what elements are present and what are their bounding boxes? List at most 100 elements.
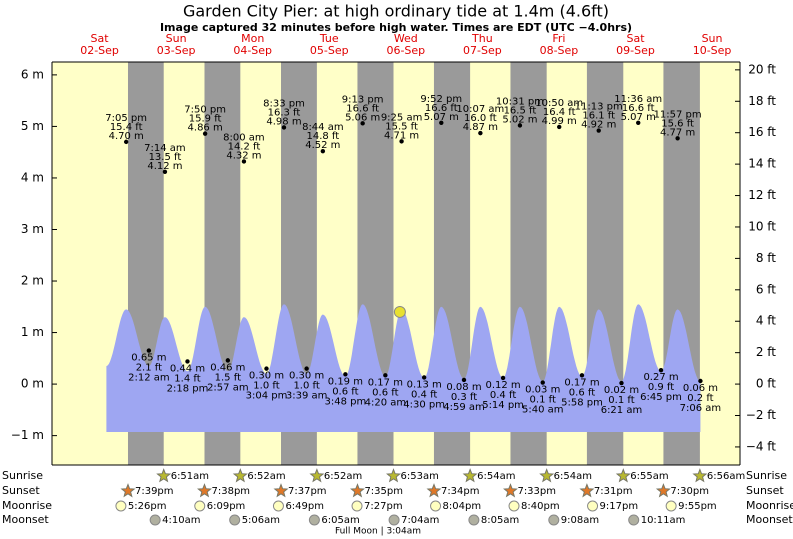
day-name: Sat (91, 32, 110, 45)
tide-label: 4:30 pm (403, 399, 445, 410)
tide-label: 7:06 am (680, 403, 722, 414)
sunrise-time: 6:52am (247, 471, 285, 482)
tide-point (500, 375, 506, 381)
moonset-icon (468, 514, 480, 526)
moonrise-icon (272, 500, 284, 512)
tide-label: 0.6 ft (372, 387, 398, 398)
tide-label: 0.6 ft (332, 386, 358, 397)
day-date: 10-Sep (693, 44, 732, 57)
day-name: Fri (552, 32, 565, 45)
sun-icon (156, 468, 172, 483)
chart-subtitle: Image captured 32 minutes before high wa… (160, 21, 632, 34)
sun-icon (579, 483, 595, 498)
tide-label: 11:57 pm (654, 109, 702, 120)
row-label: Moonrise (746, 499, 793, 512)
y2-tick-label: 2 ft (756, 345, 776, 359)
tide-label: 1.0 ft (293, 381, 319, 392)
tide-point (399, 139, 404, 144)
y2-tick-label: 20 ft (748, 62, 776, 76)
tide-label: 5.07 m (621, 112, 656, 123)
tide-label: 4.99 m (542, 116, 577, 127)
day-date: 03-Sep (157, 44, 196, 57)
day-date: 09-Sep (616, 44, 655, 57)
sun-icon (273, 483, 289, 498)
row-label: Sunrise (2, 469, 43, 482)
sun-icon (197, 483, 212, 498)
tide-label: 0.03 m (525, 385, 560, 396)
tide-label: 1.0 ft (253, 381, 279, 392)
sunrise-time: 6:51am (171, 471, 209, 482)
y2-tick-label: 0 ft (756, 377, 776, 391)
tide-label: 4.71 m (384, 130, 419, 141)
day-date: 07-Sep (463, 44, 502, 57)
tide-label: 2:18 pm (167, 383, 209, 394)
y-tick-label: −1 m (11, 428, 44, 442)
sun-icon (232, 468, 248, 483)
sun-icon (539, 468, 555, 483)
day-date: 04-Sep (233, 44, 272, 57)
sun-icon (503, 483, 518, 498)
tide-label: 0.17 m (368, 377, 403, 388)
y-tick-label: 4 m (21, 170, 44, 184)
tide-label: 16.6 ft (622, 103, 655, 114)
tide-label: 11:13 pm (575, 102, 623, 113)
y-tick-label: 1 m (21, 325, 44, 339)
tide-point (304, 366, 309, 371)
sun-icon (309, 468, 325, 483)
tide-label: 0.9 ft (648, 382, 674, 393)
tide-label: 6:21 am (601, 405, 643, 416)
tide-point (421, 375, 427, 380)
tide-label: 0.6 ft (569, 387, 595, 398)
day-name: Sun (166, 32, 187, 45)
moonrise-time: 8:04pm (443, 501, 482, 512)
tide-label: 13.5 ft (149, 152, 182, 163)
tide-label: 0.13 m (407, 379, 442, 390)
tide-label: 1.5 ft (215, 372, 241, 383)
tide-point (225, 358, 231, 363)
tide-label: 10:31 pm (496, 96, 544, 107)
row-label: Sunset (2, 484, 40, 497)
tide-label: 0.1 ft (608, 395, 634, 406)
tide-label: 16.4 ft (543, 107, 576, 118)
tide-label: 7:50 pm (184, 105, 226, 116)
tide-label: 4.87 m (463, 122, 498, 133)
tide-label: 14.2 ft (228, 141, 261, 152)
y2-tick-label: 16 ft (748, 125, 776, 139)
tide-label: 10:50 am (535, 98, 583, 109)
tide-label: 5:14 pm (482, 400, 524, 411)
tide-label: 3:48 pm (325, 396, 367, 407)
sunrise-time: 6:55am (630, 471, 668, 482)
tide-label: 8:33 pm (263, 98, 305, 109)
tide-label: 0.30 m (249, 371, 284, 382)
moonrise-icon (351, 500, 363, 512)
y-tick-label: 5 m (21, 119, 44, 133)
moonrise-time: 5:26pm (128, 501, 167, 512)
sunrise-time: 6:53am (400, 471, 438, 482)
chart-title: Garden City Pier: at high ordinary tide … (183, 2, 609, 21)
tide-point (557, 124, 562, 130)
tide-point (241, 159, 247, 164)
tide-label: 5:40 am (522, 405, 564, 416)
y2-tick-label: 10 ft (748, 219, 776, 233)
tide-point (360, 121, 365, 126)
day-name: Mon (241, 32, 264, 45)
tide-label: 0.4 ft (490, 390, 516, 401)
sun-icon (120, 483, 136, 498)
sun-icon (692, 468, 708, 483)
moonrise-time: 7:27pm (364, 501, 403, 512)
tide-label: 0.06 m (683, 383, 718, 394)
tide-label: 4.12 m (147, 161, 182, 172)
moonrise-icon (508, 500, 520, 512)
sunset-time: 7:34pm (441, 486, 480, 497)
day-name: Sun (702, 32, 723, 45)
tide-label: 0.19 m (328, 376, 363, 387)
tide-point (123, 139, 129, 145)
moonrise-icon (115, 500, 127, 512)
y2-tick-label: −4 ft (746, 439, 777, 453)
tide-label: 9:25 am (381, 112, 423, 123)
tide-label: 0.02 m (604, 385, 639, 396)
tide-label: 0.17 m (564, 377, 599, 388)
tide-label: 0.4 ft (411, 389, 437, 400)
tide-label: 16.0 ft (464, 113, 497, 124)
